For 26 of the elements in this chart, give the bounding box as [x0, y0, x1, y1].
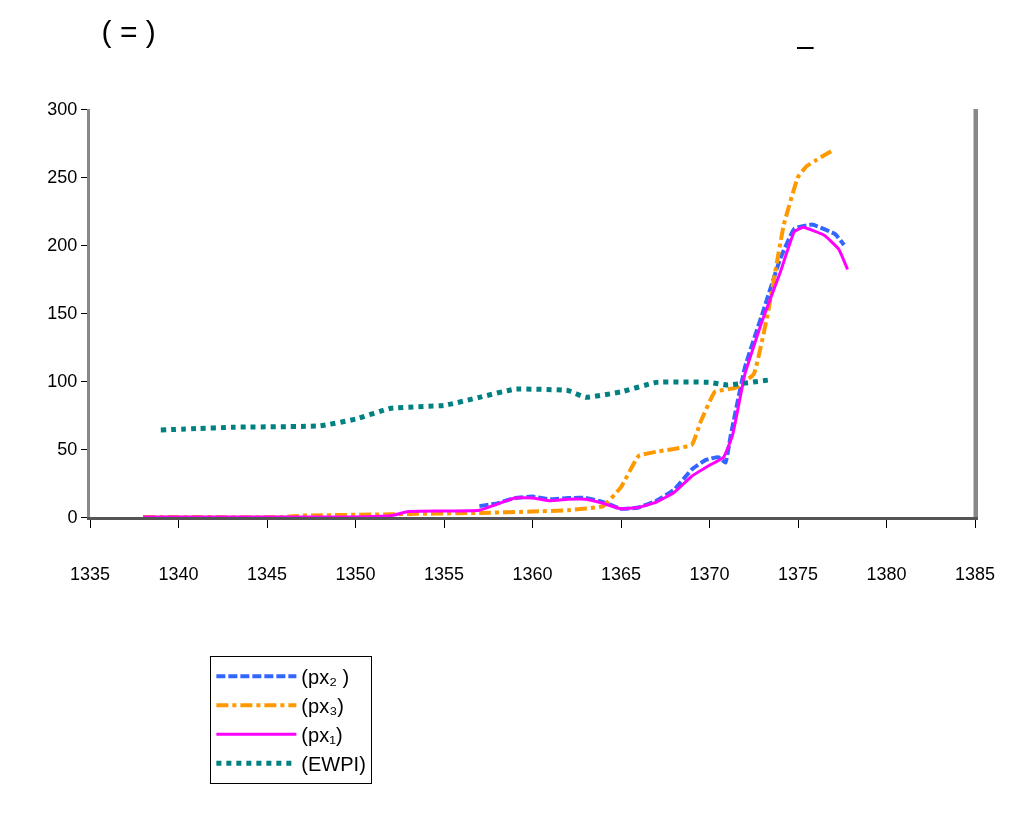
- x-tick-label: 1345: [246, 563, 288, 584]
- legend-label: (px₃): [301, 695, 344, 718]
- text: –: [797, 29, 814, 62]
- chart-title: ( = ): [101, 14, 156, 48]
- y-tick-label: 0: [67, 507, 78, 528]
- x-tick-label: 1355: [423, 563, 465, 584]
- x-tick-label: 1350: [335, 563, 376, 584]
- x-tick-label: 1375: [777, 563, 819, 584]
- legend-label: (px₁): [301, 724, 343, 747]
- x-tick-label: 1335: [69, 563, 111, 584]
- y-tick-label: 50: [57, 439, 78, 460]
- y-tick-label: 150: [47, 303, 78, 324]
- x-tick-label: 1370: [689, 563, 730, 584]
- legend-label: (EWPI): [301, 753, 366, 776]
- line-series: [477, 222, 847, 511]
- x-tick-label: 1380: [866, 563, 907, 584]
- x-tick-label: 1340: [158, 563, 199, 584]
- x-tick-label: 1385: [954, 563, 996, 584]
- x-tick-label: 1360: [512, 563, 553, 584]
- legend-label: (px₂ ): [301, 666, 350, 689]
- x-tick-label: 1365: [600, 563, 642, 584]
- y-tick-label: 300: [47, 99, 78, 120]
- y-tick-label: 200: [47, 235, 78, 256]
- y-tick-label: 100: [47, 371, 78, 392]
- y-tick-label: 250: [47, 167, 78, 188]
- line-series: [141, 225, 850, 517]
